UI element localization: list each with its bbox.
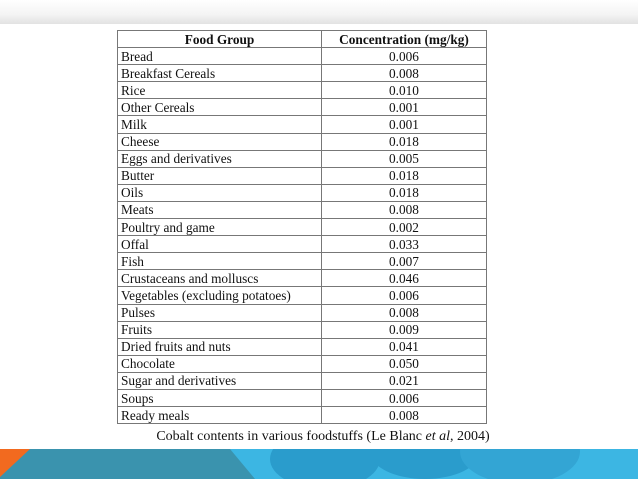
food-group-cell: Poultry and game <box>117 218 322 237</box>
table-row: Butter 0.018 <box>117 166 487 185</box>
concentration-cell: 0.001 <box>321 98 487 117</box>
header-food-group: Food Group <box>117 29 322 49</box>
top-shadow <box>0 0 638 24</box>
cobalt-table: Food Group Concentration (mg/kg) Bread 0.… <box>117 29 487 425</box>
concentration-cell: 0.046 <box>321 269 487 288</box>
food-group-cell: Chocolate <box>117 354 322 373</box>
table-caption: Cobalt contents in various foodstuffs (L… <box>0 429 638 445</box>
concentration-cell: 0.006 <box>321 47 487 66</box>
table-row: Rice 0.010 <box>117 81 487 100</box>
food-group-cell: Other Cereals <box>117 98 322 117</box>
concentration-cell: 0.018 <box>321 132 487 151</box>
table-row: Eggs and derivatives 0.005 <box>117 149 487 168</box>
table-row: Sugar and derivatives 0.021 <box>117 371 487 390</box>
concentration-cell: 0.021 <box>321 371 487 390</box>
table-row: Milk 0.001 <box>117 115 487 134</box>
food-group-cell: Milk <box>117 115 322 134</box>
decor-circle <box>460 449 580 479</box>
food-group-cell: Oils <box>117 183 322 202</box>
concentration-cell: 0.008 <box>321 200 487 220</box>
concentration-cell: 0.018 <box>321 183 487 202</box>
table-row: Cheese 0.018 <box>117 132 487 151</box>
concentration-cell: 0.010 <box>321 81 487 100</box>
table-row: Ready meals 0.008 <box>117 406 487 425</box>
caption-suffix: , 2004) <box>450 429 490 444</box>
table-row: Fish 0.007 <box>117 252 487 271</box>
food-group-cell: Offal <box>117 235 322 254</box>
table-row: Oils 0.018 <box>117 183 487 202</box>
table-row: Bread 0.006 <box>117 47 487 66</box>
concentration-cell: 0.008 <box>321 406 487 425</box>
header-concentration: Concentration (mg/kg) <box>321 29 487 49</box>
table-row: Dried fruits and nuts 0.041 <box>117 337 487 356</box>
food-group-cell: Breakfast Cereals <box>117 64 322 83</box>
food-group-cell: Dried fruits and nuts <box>117 337 322 356</box>
food-group-cell: Soups <box>117 388 322 408</box>
table-row: Chocolate 0.050 <box>117 354 487 373</box>
food-group-cell: Eggs and derivatives <box>117 149 322 168</box>
food-group-cell: Meats <box>117 200 322 220</box>
table-row: Soups 0.006 <box>117 388 487 408</box>
food-group-cell: Sugar and derivatives <box>117 371 322 390</box>
table-row: Other Cereals 0.001 <box>117 98 487 117</box>
concentration-cell: 0.009 <box>321 320 487 339</box>
table-row: Pulses 0.008 <box>117 303 487 322</box>
table-row: Offal 0.033 <box>117 235 487 254</box>
concentration-cell: 0.002 <box>321 218 487 237</box>
food-group-cell: Crustaceans and molluscs <box>117 269 322 288</box>
food-group-cell: Fish <box>117 252 322 271</box>
concentration-cell: 0.001 <box>321 115 487 134</box>
table-row: Poultry and game 0.002 <box>117 218 487 237</box>
concentration-cell: 0.006 <box>321 286 487 305</box>
food-group-cell: Cheese <box>117 132 322 151</box>
food-group-cell: Butter <box>117 166 322 185</box>
decor-circle <box>270 449 380 479</box>
table-header-row: Food Group Concentration (mg/kg) <box>117 29 487 49</box>
table-row: Meats 0.008 <box>117 200 487 220</box>
concentration-cell: 0.006 <box>321 388 487 408</box>
concentration-cell: 0.018 <box>321 166 487 185</box>
table-row: Breakfast Cereals 0.008 <box>117 64 487 83</box>
concentration-cell: 0.050 <box>321 354 487 373</box>
caption-text: Cobalt contents in various foodstuffs (L… <box>156 429 426 444</box>
food-group-cell: Fruits <box>117 320 322 339</box>
table-row: Vegetables (excluding potatoes) 0.006 <box>117 286 487 305</box>
concentration-cell: 0.033 <box>321 235 487 254</box>
concentration-cell: 0.041 <box>321 337 487 356</box>
footer-band <box>0 449 638 479</box>
concentration-cell: 0.007 <box>321 252 487 271</box>
food-group-cell: Ready meals <box>117 406 322 425</box>
table-row: Crustaceans and molluscs 0.046 <box>117 269 487 288</box>
food-group-cell: Pulses <box>117 303 322 322</box>
concentration-cell: 0.008 <box>321 64 487 83</box>
concentration-cell: 0.008 <box>321 303 487 322</box>
caption-italic: et al <box>425 429 451 444</box>
concentration-cell: 0.005 <box>321 149 487 168</box>
food-group-cell: Rice <box>117 81 322 100</box>
footer-dark-stripe <box>0 449 255 479</box>
food-group-cell: Vegetables (excluding potatoes) <box>117 286 322 305</box>
table-row: Fruits 0.009 <box>117 320 487 339</box>
food-group-cell: Bread <box>117 47 322 66</box>
